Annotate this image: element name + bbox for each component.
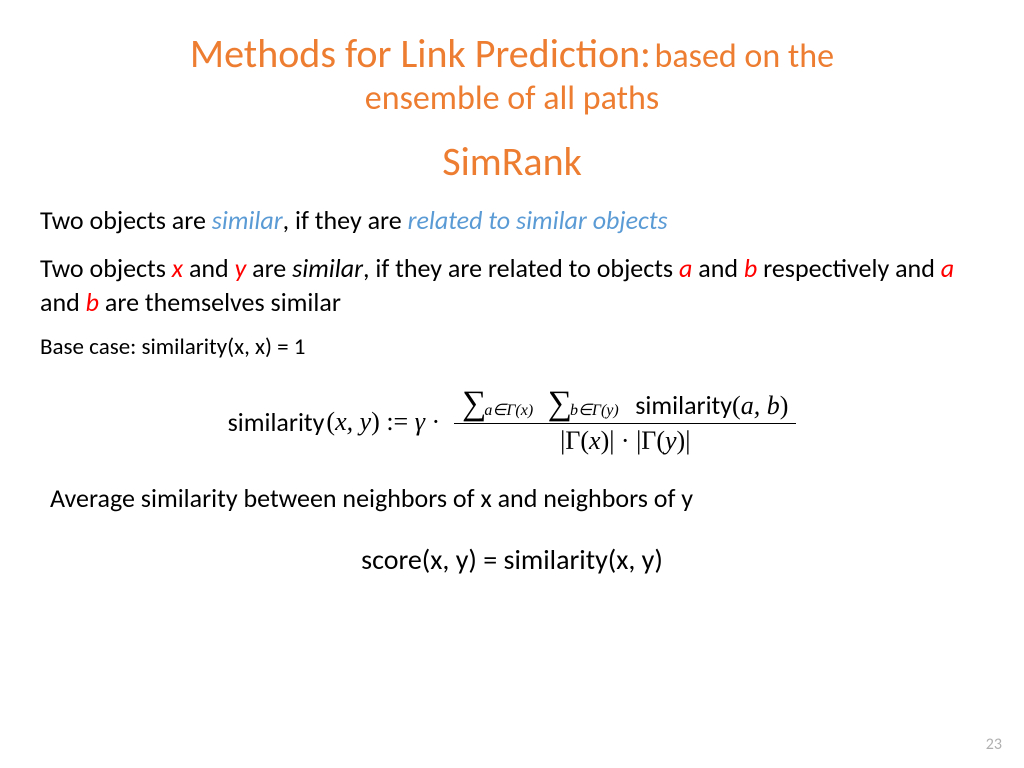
l2-a2: a [941, 252, 954, 284]
l2-p8: are themselves similar [99, 286, 341, 318]
formula-sim-args: (a, b) [732, 391, 788, 420]
l2-b2: b [86, 286, 99, 318]
title-main: Methods for Link Prediction: [190, 29, 651, 78]
page-number: 23 [986, 735, 1002, 754]
formula-lhs-word: similarity [228, 406, 325, 438]
sum1-sub: a∈Γ(x) [484, 400, 533, 420]
formula-fraction: ∑ a∈Γ(x) ∑ b∈Γ(y) similarity(a, b) |Γ(x)… [454, 385, 796, 458]
l1-related: related to similar objects [408, 204, 668, 236]
l1-similar: similar [212, 204, 283, 236]
score-line: score(x, y) = similarity(x, y) [40, 542, 984, 577]
base-case: Base case: similarity(x, x) = 1 [40, 333, 984, 361]
formula-numerator: ∑ a∈Γ(x) ∑ b∈Γ(y) similarity(a, b) [454, 385, 796, 424]
sum-2: ∑ b∈Γ(y) [548, 387, 623, 421]
sigma-icon-1: ∑ [462, 387, 486, 421]
l2-p3: are [246, 252, 292, 284]
sum2-sub: b∈Γ(y) [570, 400, 619, 420]
l2-p2: and [183, 252, 235, 284]
sum-1: ∑ a∈Γ(x) [462, 387, 537, 421]
l2-a: a [679, 252, 692, 284]
formula-inline: similarity (x, y) := γ · ∑ a∈Γ(x) ∑ b∈Γ(… [228, 385, 797, 458]
title-block: Methods for Link Prediction: based on th… [40, 30, 984, 119]
l2-y: y [235, 252, 247, 284]
l1-p2: , if they are [283, 204, 408, 236]
formula-lhs-args: (x, y) := γ · [326, 407, 440, 437]
title-sub-2: ensemble of all paths [365, 78, 659, 119]
l2-p1: Two objects [40, 252, 172, 284]
l2-p4: , if they are related to objects [363, 252, 679, 284]
formula-block: similarity (x, y) := γ · ∑ a∈Γ(x) ∑ b∈Γ(… [40, 385, 984, 458]
formula-sim-word: similarity [635, 389, 732, 421]
formula-denominator: |Γ(x)| · |Γ(y)| [552, 424, 698, 458]
l2-p6: respectively and [757, 252, 940, 284]
l2-x: x [172, 252, 183, 284]
l2-similar: similar [292, 252, 363, 284]
subheading: SimRank [40, 137, 984, 186]
l2-p7: and [40, 286, 86, 318]
definition-line-1: Two objects are similar, if they are rel… [40, 204, 984, 238]
l2-b: b [744, 252, 757, 284]
l2-p5: and [692, 252, 744, 284]
definition-line-2: Two objects x and y are similar, if they… [40, 252, 984, 320]
sigma-icon-2: ∑ [548, 387, 572, 421]
title-sub-1: based on the [655, 36, 835, 77]
average-text: Average similarity between neighbors of … [50, 482, 984, 514]
slide-container: Methods for Link Prediction: based on th… [0, 0, 1024, 768]
l1-p1: Two objects are [40, 204, 212, 236]
